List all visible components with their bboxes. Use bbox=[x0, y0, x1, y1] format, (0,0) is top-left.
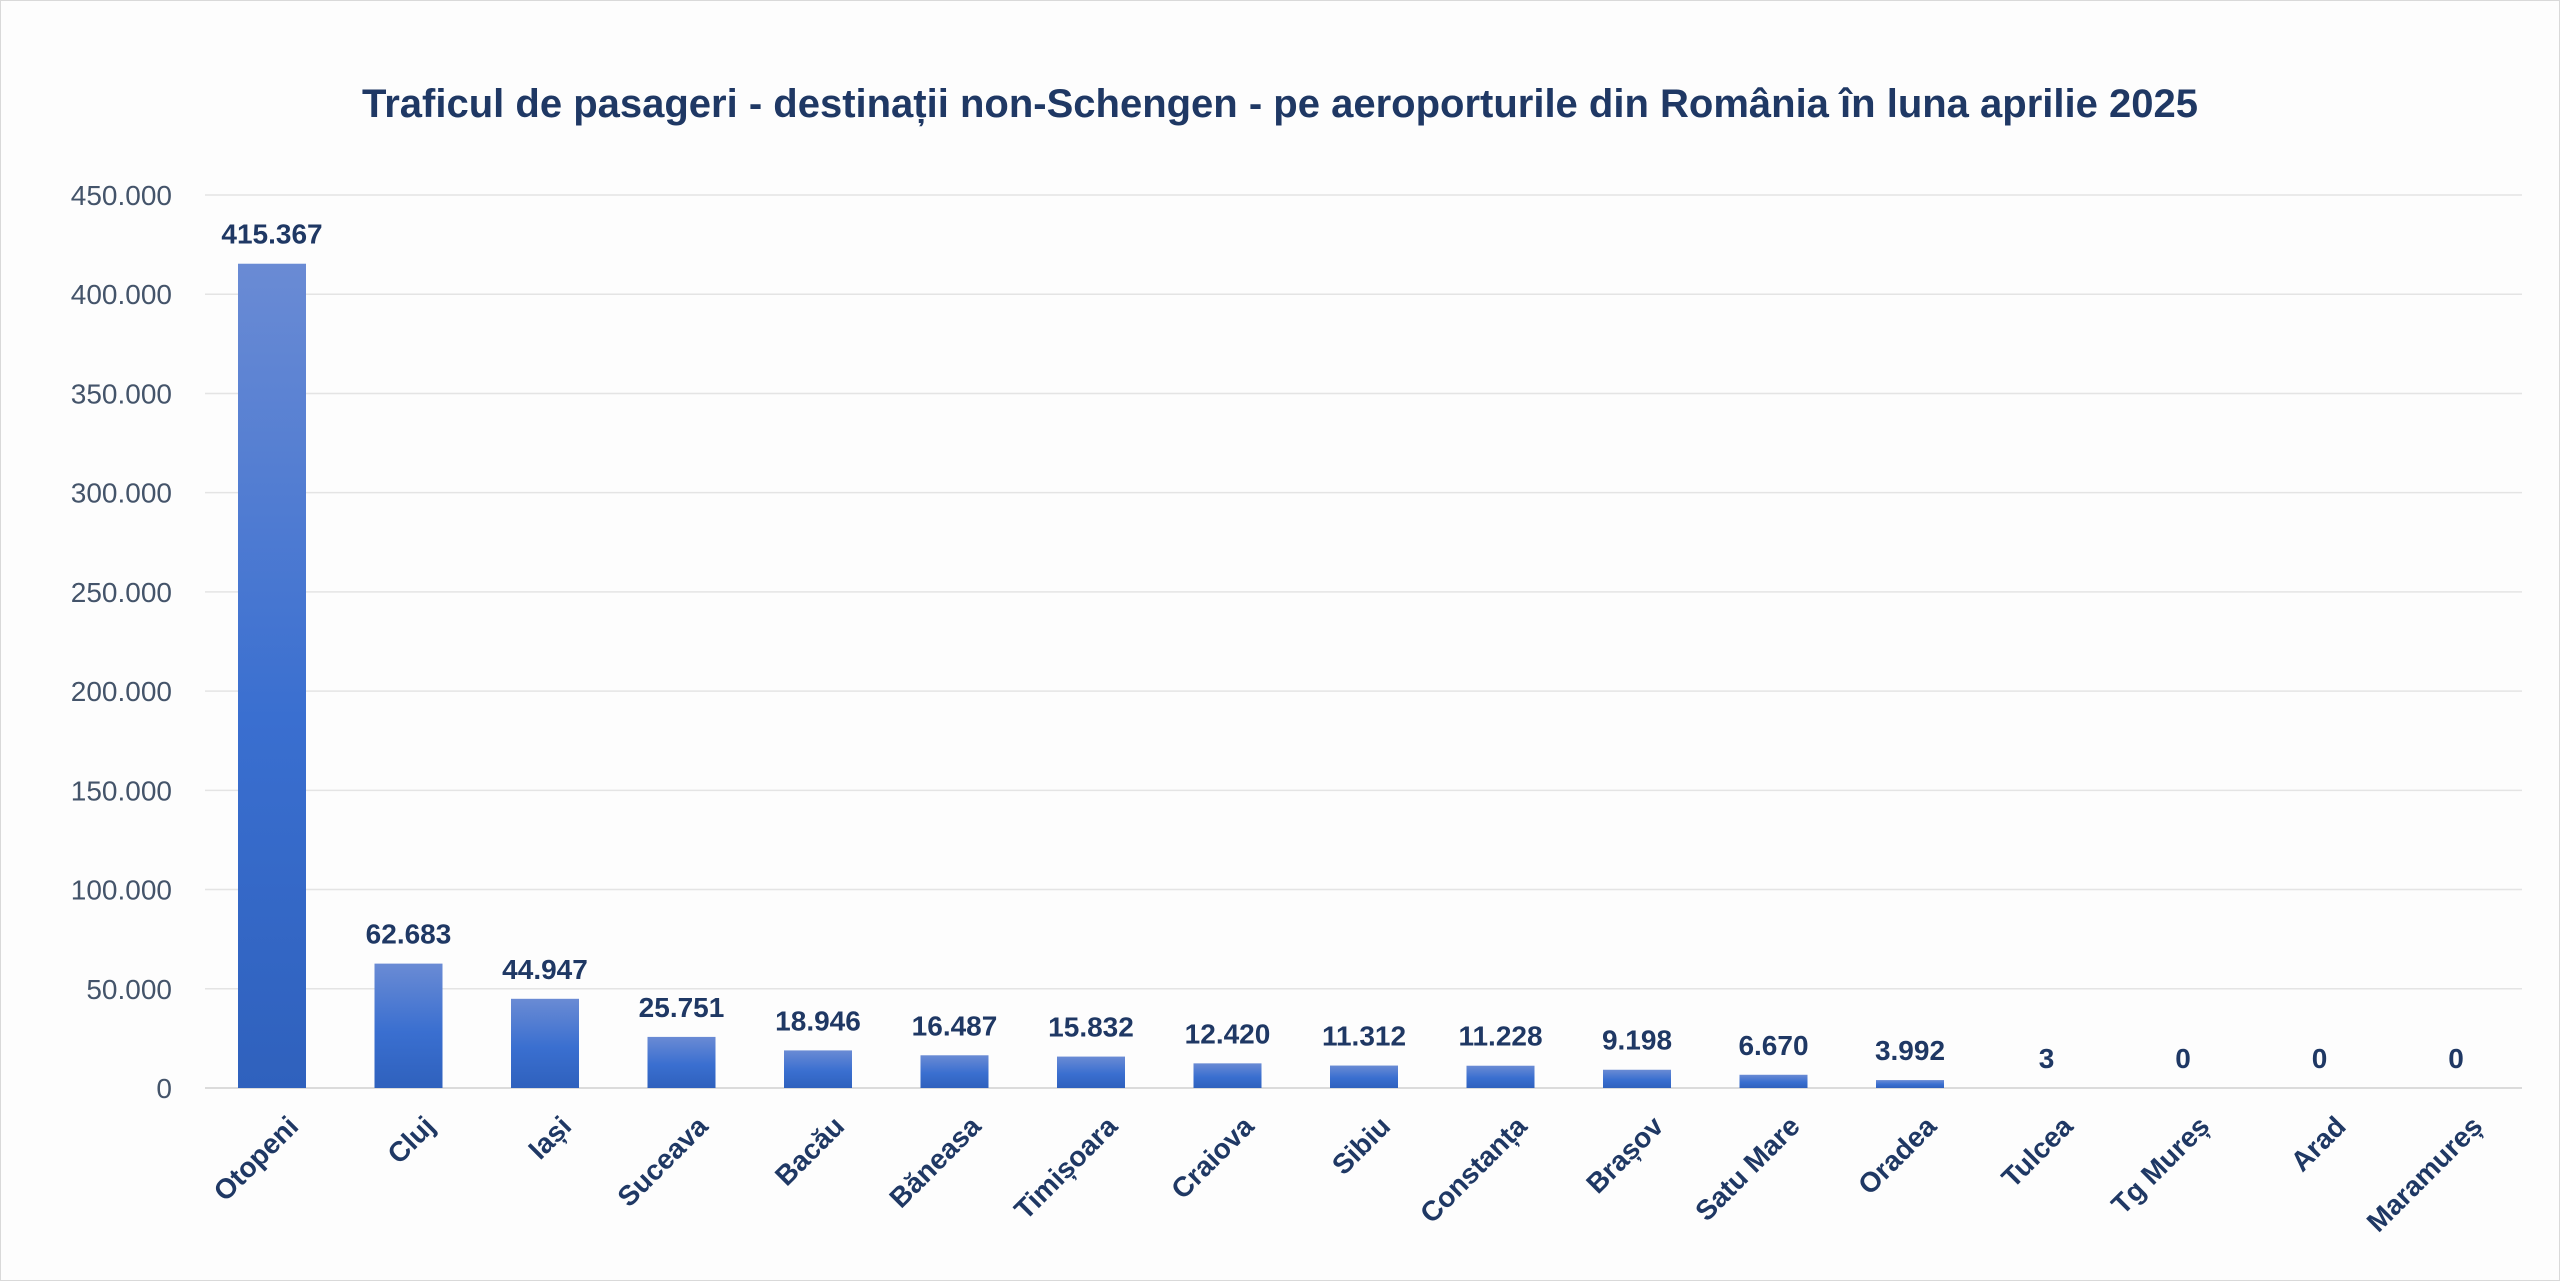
bar bbox=[1330, 1065, 1398, 1088]
data-labels: 415.367 62.683 44.947 25.751 18.946 16.487 15.… bbox=[221, 219, 2463, 1074]
bar bbox=[1876, 1080, 1944, 1088]
x-tick-label: Tulcea bbox=[1996, 1110, 2079, 1193]
data-label: 6.670 bbox=[1738, 1030, 1808, 1061]
bar bbox=[784, 1050, 852, 1088]
bar bbox=[238, 263, 306, 1088]
data-label: 62.683 bbox=[366, 919, 452, 950]
data-label: 415.367 bbox=[221, 219, 322, 250]
data-label: 12.420 bbox=[1185, 1018, 1271, 1049]
data-label: 0 bbox=[2312, 1043, 2328, 1074]
data-label: 44.947 bbox=[502, 954, 588, 985]
y-tick-label: 100.000 bbox=[71, 875, 172, 906]
y-tick-label: 150.000 bbox=[71, 775, 172, 806]
x-tick-label: Satu Mare bbox=[1689, 1110, 1806, 1227]
bar bbox=[1057, 1056, 1125, 1088]
data-label: 18.946 bbox=[775, 1005, 861, 1036]
bar bbox=[374, 963, 443, 1088]
bar bbox=[920, 1055, 989, 1088]
x-tick-label: Băneasa bbox=[883, 1110, 987, 1214]
x-tick-label: Otopeni bbox=[208, 1110, 305, 1207]
x-tick-label: Oradea bbox=[1852, 1110, 1942, 1200]
bar bbox=[1193, 1063, 1262, 1088]
data-label: 25.751 bbox=[639, 992, 725, 1023]
x-tick-label: Maramureș bbox=[2361, 1110, 2489, 1238]
bar bbox=[511, 998, 579, 1088]
y-tick-label: 50.000 bbox=[86, 974, 172, 1005]
y-axis: 0 50.000 100.000 150.000 200.000 250.000 300.0… bbox=[71, 180, 172, 1104]
data-label: 11.312 bbox=[1322, 1021, 1406, 1052]
y-tick-label: 300.000 bbox=[71, 478, 172, 509]
y-tick-label: 250.000 bbox=[71, 577, 172, 608]
x-tick-label: Craiova bbox=[1165, 1110, 1260, 1205]
data-label: 3.992 bbox=[1875, 1035, 1945, 1066]
bar bbox=[647, 1036, 716, 1088]
x-tick-label: Timișoara bbox=[1008, 1110, 1123, 1225]
bar bbox=[1739, 1074, 1808, 1088]
x-tick-label: Arad bbox=[2285, 1110, 2352, 1177]
y-tick-label: 400.000 bbox=[71, 279, 172, 310]
gridlines bbox=[205, 194, 2522, 1089]
bar bbox=[1466, 1065, 1535, 1088]
x-tick-label: Suceava bbox=[611, 1110, 714, 1213]
x-tick-label: Iași bbox=[522, 1110, 577, 1165]
x-tick-label: Constanța bbox=[1414, 1110, 1533, 1229]
x-tick-label: Tg Mureș bbox=[2105, 1110, 2215, 1220]
x-tick-label: Bacău bbox=[769, 1110, 850, 1191]
data-label: 16.487 bbox=[912, 1010, 998, 1041]
data-label: 3 bbox=[2039, 1043, 2055, 1074]
y-tick-label: 350.000 bbox=[71, 378, 172, 409]
data-label: 0 bbox=[2448, 1043, 2464, 1074]
data-label: 11.228 bbox=[1458, 1021, 1542, 1052]
data-label: 15.832 bbox=[1048, 1012, 1134, 1043]
data-label: 0 bbox=[2175, 1043, 2191, 1074]
bar bbox=[1603, 1069, 1671, 1088]
y-tick-label: 0 bbox=[156, 1073, 172, 1104]
x-axis: Otopeni Cluj Iași Suceava Bacău Băneasa Timișo… bbox=[208, 1110, 2489, 1238]
x-tick-label: Cluj bbox=[381, 1110, 440, 1169]
y-tick-label: 200.000 bbox=[71, 676, 172, 707]
data-label: 9.198 bbox=[1602, 1025, 1672, 1056]
bars bbox=[238, 263, 1944, 1088]
x-tick-label: Brașov bbox=[1580, 1110, 1669, 1199]
chart-title: Traficul de pasageri - destinații non-Sc… bbox=[362, 82, 2198, 126]
y-tick-label: 450.000 bbox=[71, 180, 172, 211]
x-tick-label: Sibiu bbox=[1326, 1110, 1396, 1180]
